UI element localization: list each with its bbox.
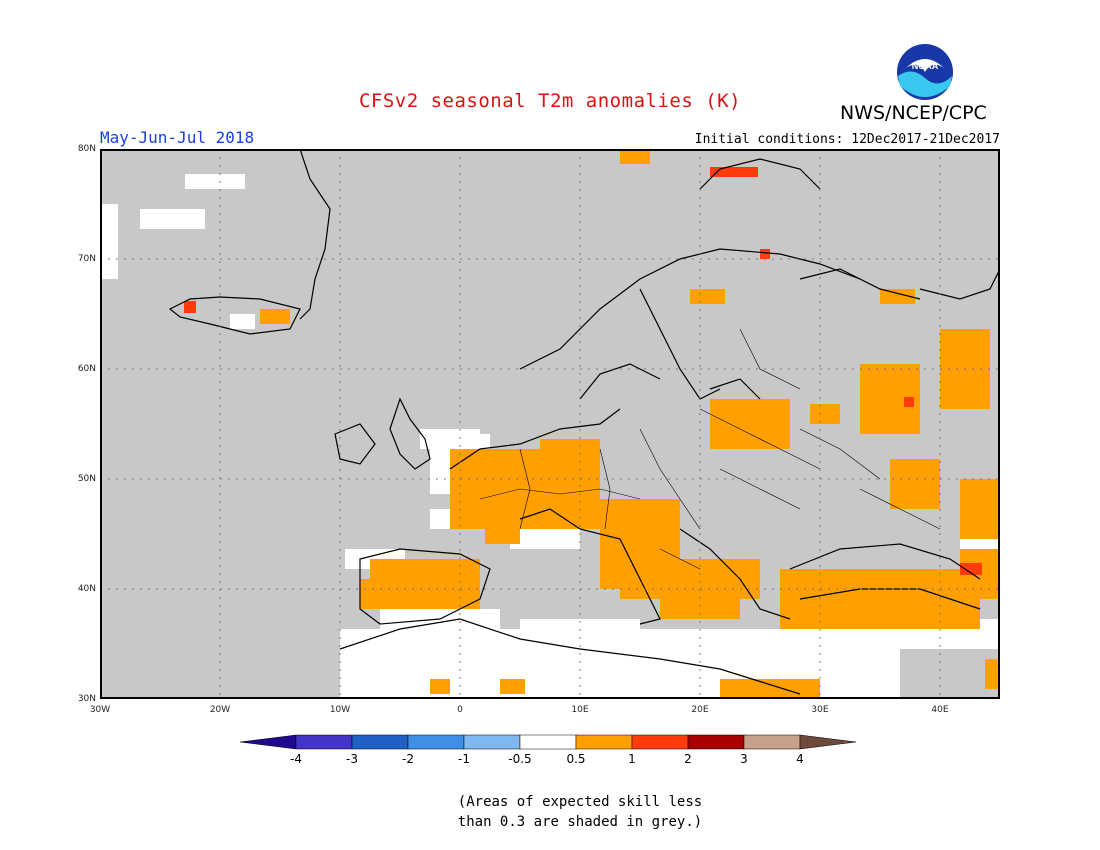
agency-label: NWS/NCEP/CPC: [840, 102, 987, 124]
country-borders: [479, 328, 941, 570]
lat-label-30n: 30N: [77, 694, 96, 704]
colorbar-label: 2: [684, 752, 692, 766]
colorbar-segment: [575, 734, 633, 750]
warm-anomaly-areas: [260, 149, 1000, 699]
anomaly-map: [100, 148, 1001, 703]
map-frame: [100, 149, 1000, 699]
lat-label-80n: 80N: [77, 144, 96, 154]
lon-label-10e: 10E: [571, 705, 589, 715]
initial-conditions-label: Initial conditions: 12Dec2017-21Dec2017: [694, 132, 1000, 147]
colorbar-segment: [351, 734, 409, 750]
colorbar-label: -0.5: [508, 752, 532, 766]
colorbar-segment: [631, 734, 689, 750]
lon-label-30w: 30W: [89, 705, 111, 715]
colorbar-label: 0.5: [566, 752, 586, 766]
colorbar: [239, 733, 862, 755]
noaa-logo: NOAA: [892, 42, 958, 106]
colorbar-segment: [239, 734, 297, 750]
lon-label-0: 0: [457, 705, 463, 715]
colorbar-label: 4: [796, 752, 804, 766]
lon-label-10w: 10W: [329, 705, 351, 715]
lon-label-40e: 40E: [931, 705, 949, 715]
strong-warm-anomaly-areas: [184, 167, 982, 575]
colorbar-segment: [463, 734, 521, 750]
lat-label-70n: 70N: [77, 254, 96, 264]
footnote-line-2: than 0.3 are shaded in grey.): [457, 814, 703, 830]
colorbar-label: -3: [346, 752, 358, 766]
colorbar-segment: [743, 734, 801, 750]
skill-footnote: (Areas of expected skill less than 0.3 a…: [380, 792, 780, 832]
lat-label-60n: 60N: [77, 364, 96, 374]
footnote-line-1: (Areas of expected skill less: [457, 794, 703, 810]
colorbar-label: 3: [740, 752, 748, 766]
chart-title: CFSv2 seasonal T2m anomalies (K): [358, 90, 742, 112]
colorbar-segment: [519, 734, 577, 750]
lon-label-30e: 30E: [811, 705, 829, 715]
lat-label-50n: 50N: [77, 474, 96, 484]
lon-label-20e: 20E: [691, 705, 709, 715]
coastlines: [168, 148, 1001, 695]
colorbar-segment: [407, 734, 465, 750]
lat-label-40n: 40N: [77, 584, 96, 594]
colorbar-segment: [295, 734, 353, 750]
colorbar-label: 1: [628, 752, 636, 766]
graticule: [100, 149, 1000, 699]
colorbar-label: -4: [290, 752, 302, 766]
lon-label-20w: 20W: [209, 705, 231, 715]
colorbar-segment: [687, 734, 745, 750]
colorbar-label: -2: [402, 752, 414, 766]
season-label: May-Jun-Jul 2018: [100, 128, 255, 147]
logo-text: NOAA: [912, 61, 939, 71]
colorbar-label: -1: [458, 752, 470, 766]
colorbar-segment: [799, 734, 857, 750]
